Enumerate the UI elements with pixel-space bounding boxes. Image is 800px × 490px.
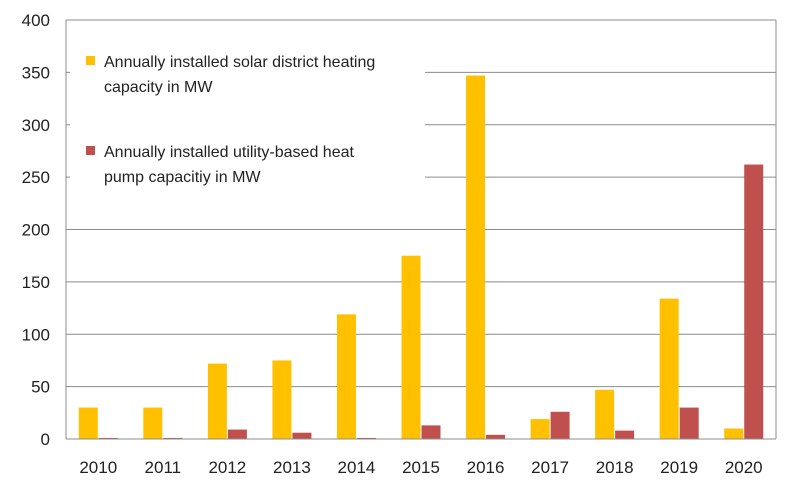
bar-solar-2015 bbox=[401, 255, 421, 439]
bar-solar-2017 bbox=[530, 419, 550, 439]
legend: Annually installed solar district heatin… bbox=[70, 45, 425, 200]
bar-solar-2018 bbox=[595, 389, 615, 439]
legend-swatch-solar bbox=[86, 56, 95, 65]
y-tick-label: 200 bbox=[22, 221, 50, 240]
y-axis: 0 50 100 150 200 250 300 350 400 bbox=[22, 11, 777, 449]
x-tick-label: 2016 bbox=[467, 458, 505, 477]
y-tick-label: 400 bbox=[22, 11, 50, 30]
x-axis: 2010 2011 2012 2013 2014 2015 2016 2017 2018 2019… bbox=[66, 438, 776, 477]
x-tick-label: 2019 bbox=[660, 458, 698, 477]
bar-heat-pump-2019 bbox=[679, 407, 699, 439]
x-tick-label: 2012 bbox=[208, 458, 246, 477]
bar-solar-2020 bbox=[724, 428, 744, 439]
bar-heat-pump-2012 bbox=[227, 429, 247, 439]
legend-background bbox=[70, 45, 425, 200]
y-tick-label: 300 bbox=[22, 116, 50, 135]
bar-solar-2019 bbox=[659, 298, 679, 439]
legend-label-solar-line-1: Annually installed solar district heatin… bbox=[104, 54, 375, 71]
bar-solar-2013 bbox=[272, 360, 292, 439]
x-tick-label: 2020 bbox=[725, 458, 763, 477]
bar-solar-2012 bbox=[207, 363, 227, 439]
x-tick-label: 2017 bbox=[531, 458, 569, 477]
bar-solar-2011 bbox=[143, 407, 163, 439]
y-tick-label: 350 bbox=[22, 63, 50, 82]
y-tick-label: 50 bbox=[31, 378, 50, 397]
y-tick-label: 150 bbox=[22, 273, 50, 292]
bar-solar-2014 bbox=[336, 314, 356, 439]
bar-heat-pump-2020 bbox=[744, 164, 764, 439]
legend-label-solar-line-2: capacity in MW bbox=[104, 79, 213, 96]
bar-solar-2016 bbox=[466, 75, 486, 439]
y-tick-label: 0 bbox=[41, 430, 50, 449]
bar-heat-pump-2014 bbox=[356, 437, 376, 439]
legend-label-heat-pump-line-1: Annually installed utility-based heat bbox=[104, 144, 354, 161]
bar-heat-pump-2013 bbox=[292, 432, 312, 439]
x-tick-label: 2011 bbox=[145, 458, 182, 477]
bar-solar-2010 bbox=[78, 407, 98, 439]
x-tick-label: 2015 bbox=[402, 458, 440, 477]
y-tick-label: 250 bbox=[22, 168, 50, 187]
x-tick-label: 2018 bbox=[596, 458, 634, 477]
x-tick-label: 2013 bbox=[273, 458, 311, 477]
y-tick-label: 100 bbox=[22, 325, 50, 344]
bar-heat-pump-2016 bbox=[486, 434, 506, 439]
bar-heat-pump-2018 bbox=[615, 430, 635, 439]
bar-heat-pump-2011 bbox=[163, 437, 183, 439]
x-tick-label: 2014 bbox=[338, 458, 376, 477]
bar-heat-pump-2017 bbox=[550, 411, 570, 439]
legend-label-heat-pump-line-2: pump capacitiy in MW bbox=[104, 169, 261, 186]
bars bbox=[78, 75, 764, 439]
bar-heat-pump-2010 bbox=[98, 437, 118, 439]
legend-swatch-heat-pump bbox=[86, 146, 95, 155]
bar-heat-pump-2015 bbox=[421, 425, 441, 439]
x-tick-label: 2010 bbox=[79, 458, 117, 477]
